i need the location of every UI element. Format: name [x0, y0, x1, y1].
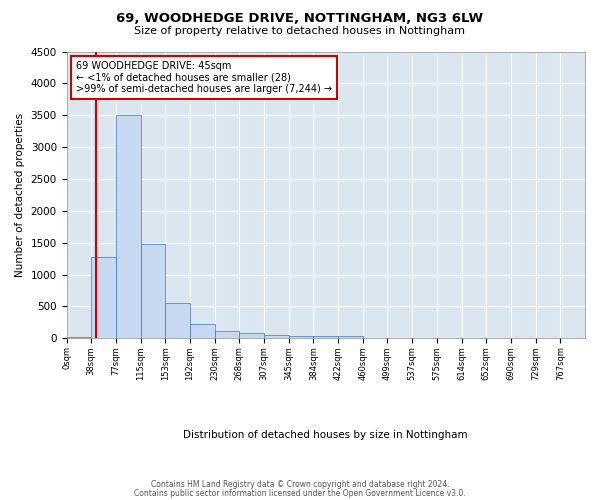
Bar: [165, 304, 190, 338]
Bar: [289, 336, 313, 338]
Bar: [91, 257, 116, 338]
Bar: [239, 334, 264, 338]
X-axis label: Distribution of detached houses by size in Nottingham: Distribution of detached houses by size …: [184, 430, 468, 440]
Text: 69 WOODHEDGE DRIVE: 45sqm
← <1% of detached houses are smaller (28)
>99% of semi: 69 WOODHEDGE DRIVE: 45sqm ← <1% of detac…: [76, 61, 332, 94]
Bar: [313, 336, 338, 338]
Bar: [215, 332, 239, 338]
Bar: [264, 335, 289, 338]
Text: Contains public sector information licensed under the Open Government Licence v3: Contains public sector information licen…: [134, 488, 466, 498]
Y-axis label: Number of detached properties: Number of detached properties: [15, 113, 25, 277]
Text: 69, WOODHEDGE DRIVE, NOTTINGHAM, NG3 6LW: 69, WOODHEDGE DRIVE, NOTTINGHAM, NG3 6LW: [116, 12, 484, 24]
Bar: [338, 336, 363, 338]
Text: Size of property relative to detached houses in Nottingham: Size of property relative to detached ho…: [134, 26, 466, 36]
Bar: [67, 336, 91, 338]
Bar: [116, 115, 140, 338]
Bar: [190, 324, 215, 338]
Text: Contains HM Land Registry data © Crown copyright and database right 2024.: Contains HM Land Registry data © Crown c…: [151, 480, 449, 489]
Bar: [140, 244, 165, 338]
